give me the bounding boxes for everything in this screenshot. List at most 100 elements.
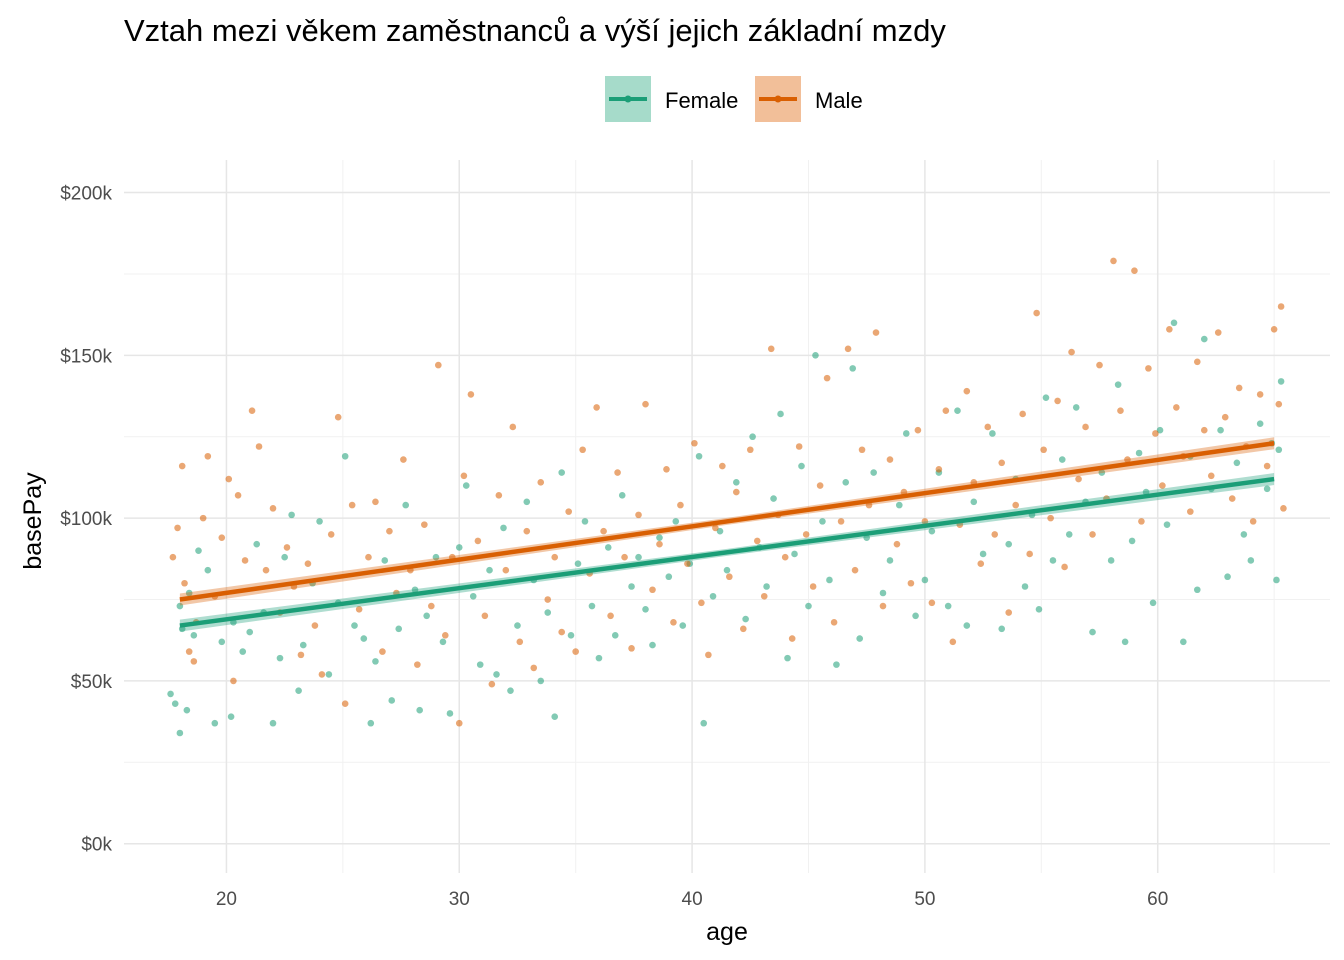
data-point-female — [723, 566, 731, 574]
data-point-female — [281, 553, 288, 561]
data-point-female — [423, 612, 430, 620]
chart-title: Vztah mezi věkem zaměstnanců a výší jeji… — [124, 13, 946, 48]
data-point-male — [816, 482, 824, 489]
legend-key-female-dot — [624, 95, 632, 103]
data-points — [167, 257, 1287, 737]
y-tick-label: $100k — [60, 509, 112, 530]
data-point-female — [1224, 573, 1231, 581]
data-point-female — [1277, 378, 1285, 385]
data-point-female — [195, 547, 202, 554]
data-point-male — [1068, 348, 1075, 356]
data-point-female — [432, 553, 440, 561]
x-axis-ticks: 20 30 40 50 60 — [216, 889, 1168, 910]
data-point-male — [691, 439, 698, 447]
data-point-male — [1040, 446, 1047, 454]
data-point-female — [819, 518, 826, 525]
data-point-female — [581, 518, 589, 525]
data-point-male — [297, 651, 305, 659]
data-point-female — [928, 527, 936, 535]
data-point-female — [1149, 599, 1157, 607]
data-point-male — [579, 446, 586, 454]
data-point-male — [428, 602, 435, 610]
data-point-male — [1131, 267, 1138, 274]
data-point-male — [733, 488, 740, 496]
data-point-male — [844, 345, 852, 353]
data-point-female — [870, 469, 877, 476]
data-point-female — [1273, 576, 1280, 584]
data-point-male — [1152, 430, 1159, 437]
data-point-female — [253, 540, 261, 548]
data-point-male — [365, 553, 372, 561]
data-point-male — [872, 329, 880, 336]
data-point-female — [777, 410, 784, 418]
data-point-male — [474, 537, 482, 545]
data-point-male — [178, 462, 186, 470]
data-point-female — [833, 661, 840, 668]
data-point-male — [593, 404, 600, 411]
data-point-male — [283, 544, 291, 551]
data-point-female — [1107, 557, 1115, 564]
data-point-female — [171, 700, 179, 708]
data-point-female — [183, 706, 191, 714]
y-axis-ticks: $0k $50k $100k $150k $200k — [60, 184, 112, 856]
data-point-male — [726, 573, 733, 581]
trend-line-male — [179, 441, 1275, 602]
data-point-male — [809, 583, 817, 590]
legend-label-female: Female — [665, 88, 738, 113]
data-point-male — [523, 527, 531, 535]
data-point-male — [558, 628, 565, 636]
data-point-male — [262, 566, 270, 574]
data-point-male — [1047, 514, 1054, 522]
data-point-female — [642, 605, 649, 613]
data-point-male — [1193, 358, 1201, 366]
data-point-female — [523, 498, 531, 506]
trend-lines — [179, 437, 1275, 632]
data-point-female — [649, 641, 656, 649]
data-point-female — [381, 557, 389, 564]
grid — [124, 160, 1330, 873]
data-point-female — [1275, 446, 1283, 454]
data-point-male — [311, 622, 319, 629]
data-point-female — [595, 654, 603, 662]
data-point-male — [1089, 531, 1096, 538]
data-point-female — [970, 498, 978, 506]
data-point-female — [295, 687, 302, 694]
data-point-female — [476, 661, 484, 668]
data-point-male — [379, 648, 386, 655]
data-point-male — [530, 664, 538, 672]
y-tick-label: $0k — [81, 835, 112, 856]
data-point-female — [551, 713, 559, 721]
data-point-male — [386, 527, 393, 535]
data-point-male — [199, 514, 207, 522]
data-point-female — [742, 615, 749, 623]
data-point-male — [460, 472, 468, 480]
data-point-female — [1263, 485, 1271, 493]
data-point-female — [299, 641, 307, 649]
data-point-male — [1221, 413, 1229, 421]
data-point-male — [495, 492, 503, 499]
data-point-female — [176, 729, 184, 737]
data-point-female — [998, 625, 1006, 633]
data-point-female — [1135, 449, 1143, 457]
data-point-female — [351, 622, 358, 629]
data-point-male — [670, 619, 677, 626]
trend-line-female — [179, 476, 1275, 628]
data-point-male — [1214, 329, 1222, 336]
data-point-female — [574, 560, 582, 568]
data-point-female — [856, 635, 864, 642]
data-point-female — [791, 550, 798, 558]
y-axis-title: basePay — [19, 472, 47, 570]
data-point-female — [695, 452, 703, 460]
data-point-male — [1019, 410, 1026, 418]
data-point-male — [1280, 505, 1287, 512]
data-point-male — [234, 492, 242, 499]
data-point-male — [190, 658, 198, 665]
data-point-male — [1228, 495, 1236, 502]
data-point-male — [1145, 365, 1152, 372]
data-point-male — [600, 527, 607, 535]
data-point-female — [537, 677, 545, 685]
data-point-male — [544, 596, 552, 603]
data-point-female — [665, 573, 673, 581]
y-tick-label: $150k — [60, 346, 112, 367]
data-point-male — [372, 498, 379, 506]
